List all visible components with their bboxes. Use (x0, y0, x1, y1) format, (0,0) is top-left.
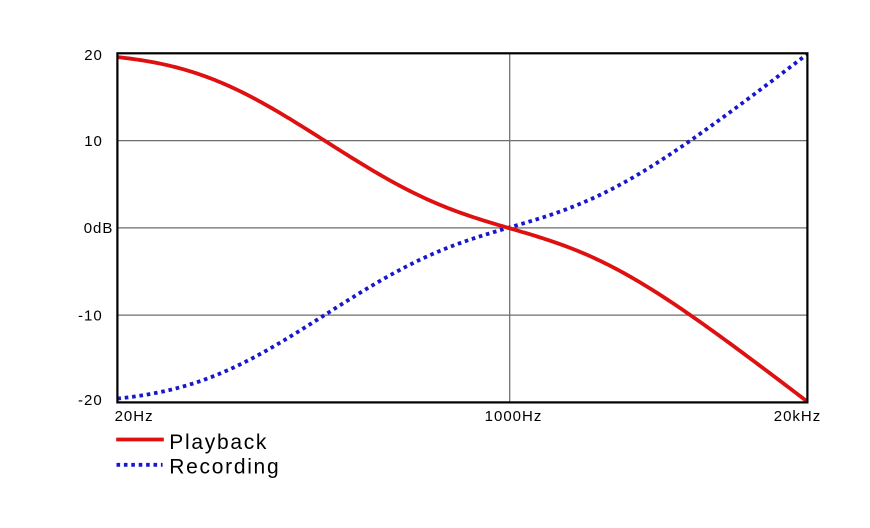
svg-text:Playback: Playback (169, 431, 268, 454)
svg-text:10: 10 (84, 133, 103, 150)
svg-text:-10: -10 (78, 308, 103, 325)
svg-text:0dB: 0dB (84, 220, 114, 237)
svg-text:Recording: Recording (169, 456, 280, 479)
svg-text:-20: -20 (78, 392, 103, 409)
svg-text:20Hz: 20Hz (115, 408, 154, 425)
svg-text:20kHz: 20kHz (774, 408, 822, 425)
svg-text:1000Hz: 1000Hz (485, 408, 543, 425)
svg-text:20: 20 (84, 47, 103, 64)
